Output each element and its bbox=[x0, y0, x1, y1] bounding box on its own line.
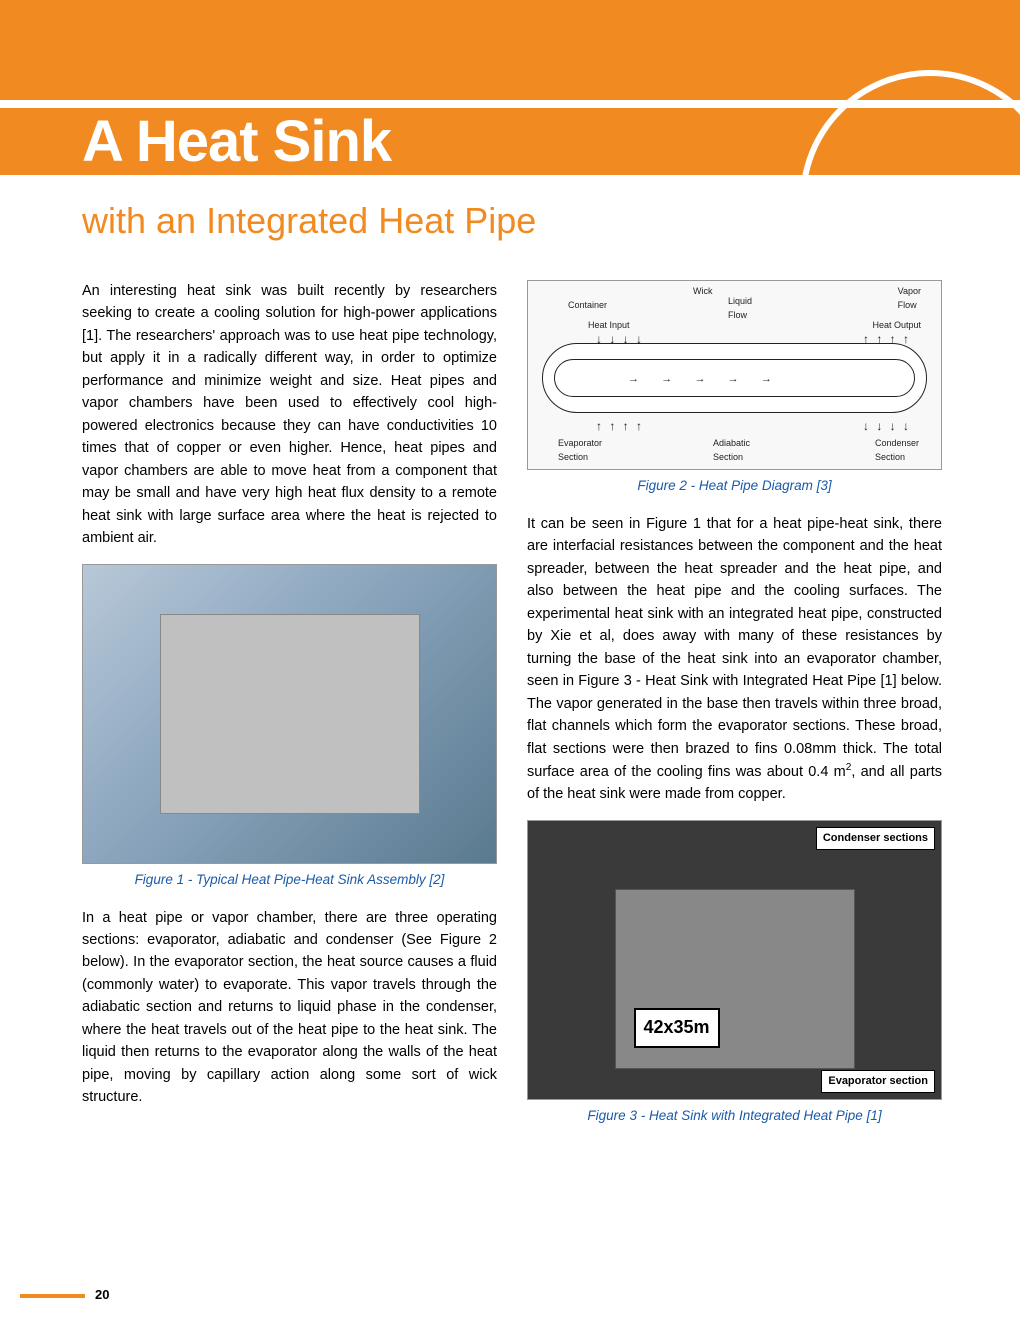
left-column: An interesting heat sink was built recen… bbox=[82, 280, 497, 1143]
diagram-label-condenser: Condenser Section bbox=[875, 437, 919, 465]
figure-3-condenser-label: Condenser sections bbox=[816, 827, 935, 850]
diagram-label-evaporator: Evaporator Section bbox=[558, 437, 602, 465]
figure-3-dimension-label: 42x35m bbox=[634, 1008, 720, 1048]
page-number-bar bbox=[20, 1294, 85, 1298]
diagram-label-liquid-flow: Liquid Flow bbox=[728, 295, 752, 323]
page-title: A Heat Sink bbox=[82, 108, 391, 175]
figure-2-caption: Figure 2 - Heat Pipe Diagram [3] bbox=[527, 476, 942, 497]
diagram-label-adiabatic: Adiabatic Section bbox=[713, 437, 750, 465]
figure-3-image: 42x35m Condenser sections Evaporator sec… bbox=[527, 820, 942, 1100]
page-number: 20 bbox=[95, 1287, 109, 1302]
left-para-1: An interesting heat sink was built recen… bbox=[82, 280, 497, 550]
diagram-label-container: Container bbox=[568, 299, 607, 313]
left-para-2: In a heat pipe or vapor chamber, there a… bbox=[82, 907, 497, 1109]
right-column: Wick Container Heat Input Liquid Flow Va… bbox=[527, 280, 942, 1143]
figure-1-caption: Figure 1 - Typical Heat Pipe-Heat Sink A… bbox=[82, 870, 497, 891]
diagram-label-vapor-flow: Vapor Flow bbox=[898, 285, 921, 313]
figure-1-image bbox=[82, 564, 497, 864]
figure-3-caption: Figure 3 - Heat Sink with Integrated Hea… bbox=[527, 1106, 942, 1127]
figure-3-evaporator-label: Evaporator section bbox=[821, 1070, 935, 1093]
right-para-1: It can be seen in Figure 1 that for a he… bbox=[527, 513, 942, 806]
figure-2-diagram: Wick Container Heat Input Liquid Flow Va… bbox=[527, 280, 942, 470]
page-subtitle: with an Integrated Heat Pipe bbox=[82, 200, 536, 242]
content-columns: An interesting heat sink was built recen… bbox=[82, 280, 942, 1143]
diagram-label-wick: Wick bbox=[693, 285, 713, 299]
